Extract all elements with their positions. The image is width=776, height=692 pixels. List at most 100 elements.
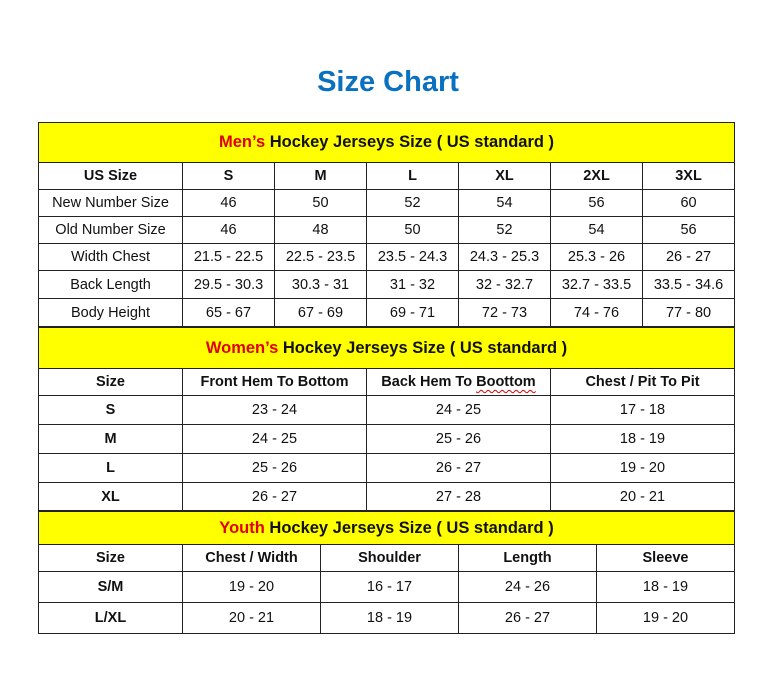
- column-header-label: Shoulder: [358, 550, 421, 566]
- table-row: Back Length 29.5 - 30.3 30.3 - 31 31 - 32 32…: [38, 270, 736, 299]
- column-header: L: [366, 162, 459, 190]
- men-section-title: Hockey Jerseys Size ( US standard ): [265, 133, 555, 151]
- table-cell: 18 - 19: [549, 424, 736, 454]
- column-header-label: XL: [495, 168, 514, 184]
- table-cell: 30.3 - 31: [274, 270, 367, 299]
- table-cell: 29.5 - 30.3: [182, 270, 275, 299]
- table-cell: 48: [274, 216, 367, 244]
- table-cell: 19 - 20: [549, 453, 736, 483]
- table-cell: 18 - 19: [595, 571, 736, 603]
- table-cell: 23 - 24: [182, 395, 367, 425]
- header-row: US Size S M L XL 2XL 3XL: [38, 162, 736, 190]
- table-cell: 25.3 - 26: [550, 243, 643, 271]
- column-header-label: L: [408, 168, 417, 184]
- column-header: 3XL: [641, 162, 736, 190]
- table-cell: 24 - 25: [182, 424, 367, 454]
- table-cell: 24.3 - 25.3: [458, 243, 551, 271]
- women-size-table: Women’s Hockey Jerseys Size ( US standar…: [37, 327, 736, 511]
- column-header: Size: [38, 368, 183, 396]
- page-title: Size Chart: [317, 66, 459, 98]
- column-header: Length: [458, 544, 597, 572]
- table-cell: 77 - 80: [641, 298, 736, 327]
- column-header-label: Back Hem To Boottom: [381, 374, 536, 390]
- table-cell: 32.7 - 33.5: [550, 270, 643, 299]
- table-row: S/M 19 - 20 16 - 17 24 - 26 18 - 19: [38, 571, 736, 603]
- table-cell: 20 - 21: [182, 602, 321, 634]
- row-label: XL: [38, 482, 183, 511]
- table-cell: 18 - 19: [320, 602, 459, 634]
- men-size-table: Men’s Hockey Jerseys Size ( US standard …: [37, 122, 736, 327]
- column-header: Front Hem To Bottom: [182, 368, 367, 396]
- table-cell: 27 - 28: [366, 482, 551, 511]
- table-row: M 24 - 25 25 - 26 18 - 19: [38, 424, 736, 454]
- table-cell: 26 - 27: [366, 453, 551, 483]
- table-cell: 19 - 20: [182, 571, 321, 603]
- table-row: Old Number Size 46 48 50 52 54 56: [38, 216, 736, 244]
- column-header-label: US Size: [83, 168, 138, 184]
- row-label: L/XL: [38, 602, 183, 634]
- youth-section-header: Youth Hockey Jerseys Size ( US standard …: [37, 511, 736, 545]
- table-cell: 25 - 26: [182, 453, 367, 483]
- column-header: 2XL: [550, 162, 643, 190]
- table-cell: 25 - 26: [366, 424, 551, 454]
- table-row: L/XL 20 - 21 18 - 19 26 - 27 19 - 20: [38, 602, 736, 634]
- table-cell: 54: [550, 216, 643, 244]
- header-row: Size Front Hem To Bottom Back Hem To Boott…: [38, 368, 736, 396]
- table-cell: 24 - 25: [366, 395, 551, 425]
- table-cell: 56: [550, 189, 643, 217]
- column-header: Shoulder: [320, 544, 459, 572]
- table-cell: 22.5 - 23.5: [274, 243, 367, 271]
- row-label: L: [38, 453, 183, 483]
- column-header-label: 3XL: [675, 168, 702, 184]
- column-header: Chest / Width: [182, 544, 321, 572]
- table-cell: 33.5 - 34.6: [641, 270, 736, 299]
- table-cell: 17 - 18: [549, 395, 736, 425]
- column-header-label: Chest / Pit To Pit: [585, 374, 700, 390]
- table-cell: 20 - 21: [549, 482, 736, 511]
- women-category-label: Women’s: [205, 338, 279, 357]
- table-cell: 52: [366, 189, 459, 217]
- column-header-label: Sleeve: [642, 550, 689, 566]
- column-header-label: Chest / Width: [205, 550, 298, 566]
- table-cell: 72 - 73: [458, 298, 551, 327]
- table-cell: 46: [182, 189, 275, 217]
- youth-section-title: Hockey Jerseys Size ( US standard ): [264, 518, 554, 537]
- column-header: Back Hem To Boottom: [366, 368, 551, 396]
- table-cell: 31 - 32: [366, 270, 459, 299]
- row-label: S: [38, 395, 183, 425]
- column-header-label: S: [223, 168, 234, 184]
- men-category-label: Men’s: [219, 133, 266, 151]
- column-header-label: M: [314, 168, 327, 184]
- column-header-label: Length: [503, 550, 552, 566]
- row-label: Width Chest: [38, 243, 183, 271]
- women-section-header: Women’s Hockey Jerseys Size ( US standar…: [37, 327, 736, 369]
- table-row: Body Height 65 - 67 67 - 69 69 - 71 72 - 73 7…: [38, 298, 736, 327]
- column-header-label: Size: [95, 550, 125, 566]
- column-header: Size: [38, 544, 183, 572]
- table-cell: 54: [458, 189, 551, 217]
- table-row: S 23 - 24 24 - 25 17 - 18: [38, 395, 736, 425]
- table-cell: 50: [366, 216, 459, 244]
- column-header: XL: [458, 162, 551, 190]
- table-row: L 25 - 26 26 - 27 19 - 20: [38, 453, 736, 483]
- table-cell: 52: [458, 216, 551, 244]
- table-cell: 19 - 20: [595, 602, 736, 634]
- table-cell: 32 - 32.7: [458, 270, 551, 299]
- table-cell: 26 - 27: [458, 602, 597, 634]
- column-header: M: [274, 162, 367, 190]
- table-cell: 56: [641, 216, 736, 244]
- table-row: Width Chest 21.5 - 22.5 22.5 - 23.5 23.5 - …: [38, 243, 736, 271]
- row-label: New Number Size: [38, 189, 183, 217]
- row-label: S/M: [38, 571, 183, 603]
- size-chart: Men’s Hockey Jerseys Size ( US standard …: [37, 122, 736, 634]
- table-cell: 21.5 - 22.5: [182, 243, 275, 271]
- table-cell: 23.5 - 24.3: [366, 243, 459, 271]
- women-section-title: Hockey Jerseys Size ( US standard ): [278, 338, 568, 357]
- column-header-label: Size: [95, 374, 125, 390]
- table-cell: 24 - 26: [458, 571, 597, 603]
- column-header: Sleeve: [595, 544, 736, 572]
- column-header: US Size: [38, 162, 183, 190]
- row-label: Body Height: [38, 298, 183, 327]
- table-cell: 26 - 27: [641, 243, 736, 271]
- row-label: Back Length: [38, 270, 183, 299]
